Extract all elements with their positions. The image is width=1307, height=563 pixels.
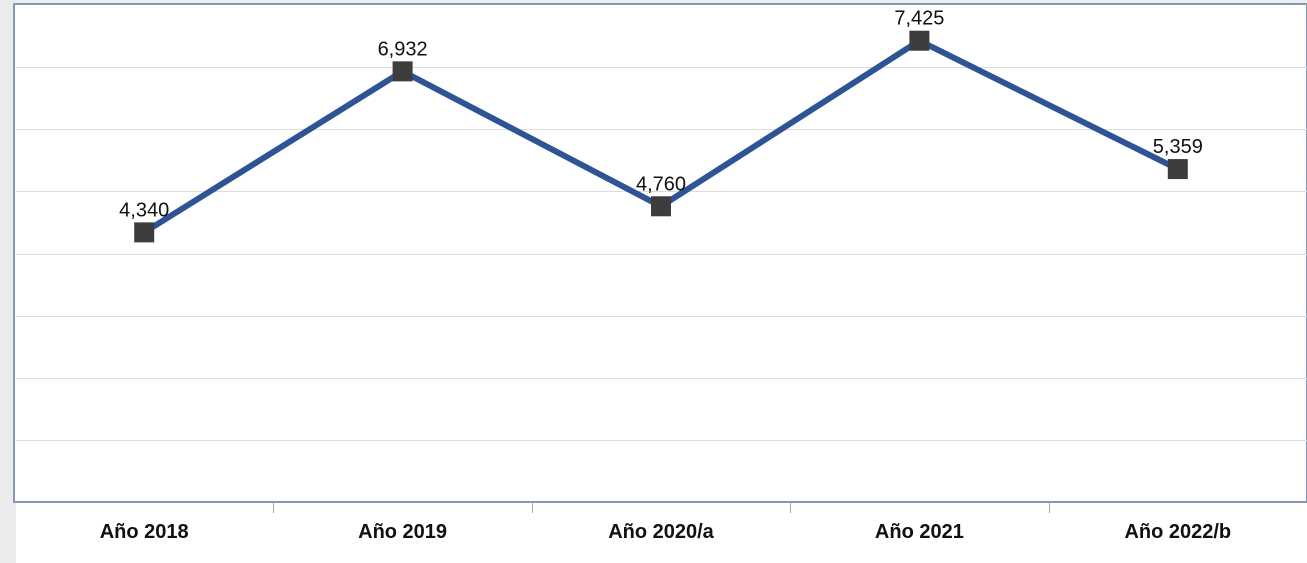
category-label: Año 2021 xyxy=(875,521,964,543)
category-label: Año 2019 xyxy=(358,521,447,543)
data-point-marker xyxy=(134,222,155,243)
category-label: Año 2018 xyxy=(100,521,189,543)
gridlines xyxy=(16,67,1307,441)
category-axis-band xyxy=(16,503,1307,563)
category-label: Año 2022/b xyxy=(1124,521,1231,543)
data-label: 4,760 xyxy=(636,173,686,195)
data-point-marker xyxy=(909,30,930,51)
data-label: 6,932 xyxy=(378,38,428,60)
data-labels: 4,340 6,932 4,760 7,425 5,359 xyxy=(119,8,1203,222)
data-label: 7,425 xyxy=(894,8,944,30)
series-layer xyxy=(134,30,1188,243)
data-point-marker xyxy=(392,61,413,82)
data-label: 4,340 xyxy=(119,199,169,221)
category-label: Año 2020/a xyxy=(608,521,714,543)
category-axis: Año 2018 Año 2019 Año 2020/a Año 2021 Año 20… xyxy=(100,503,1231,543)
plot-area xyxy=(13,3,1307,503)
data-label: 5,359 xyxy=(1153,136,1203,158)
data-point-marker xyxy=(651,196,671,217)
data-point-marker xyxy=(1167,159,1188,180)
